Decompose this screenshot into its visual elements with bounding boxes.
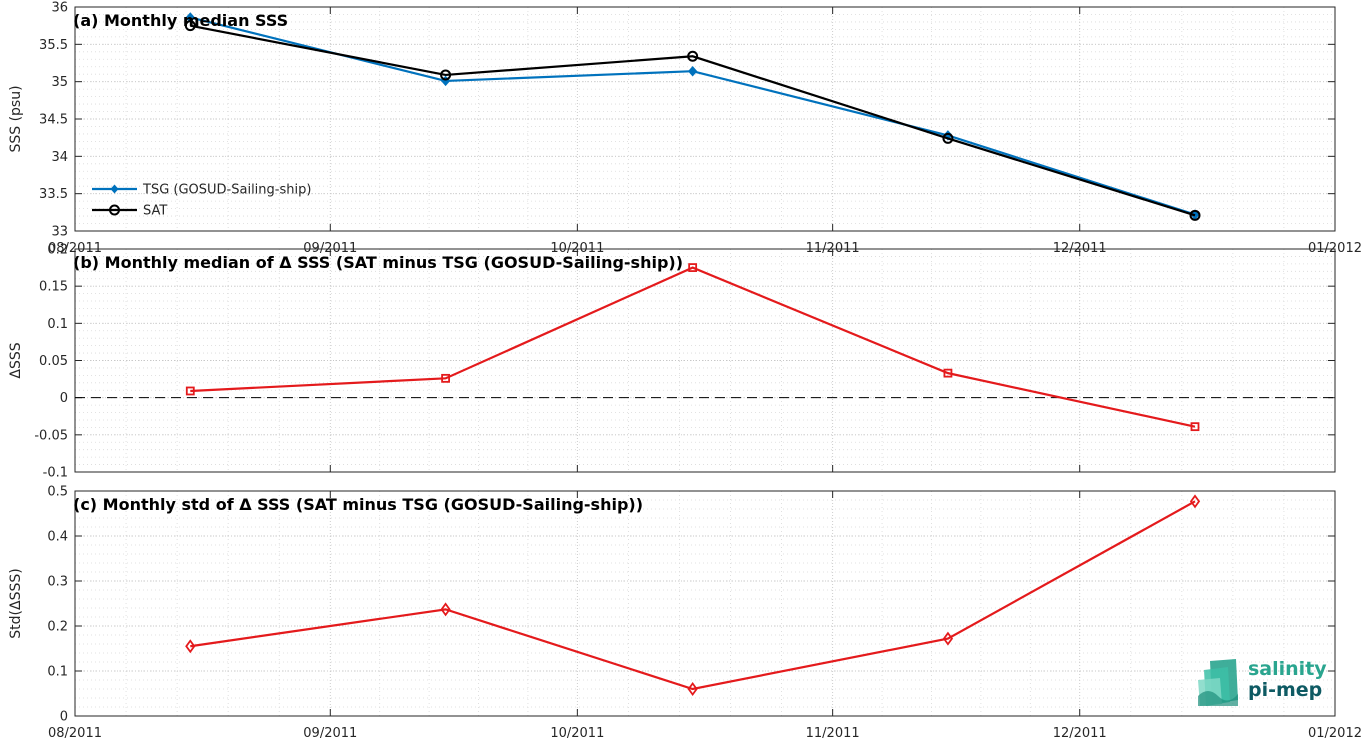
y-tick-label: 0.15	[39, 280, 68, 295]
series-line-1	[190, 500, 1196, 691]
legend-marker	[110, 184, 119, 194]
y-tick-label: 34.5	[39, 113, 68, 128]
y-axis-label: ΔSSS	[8, 342, 24, 378]
y-axis-label: Std(ΔSSS)	[8, 568, 24, 638]
grid	[74, 248, 1336, 473]
panel-title: (c) Monthly std of Δ SSS (SAT minus TSG …	[73, 495, 643, 514]
y-tick-label: 0	[60, 391, 68, 406]
panel-3: 0 0.1 0.2 0.3 0.4 0.5 08/2011 09/2011 10/2011 11/…	[8, 485, 1362, 741]
data-point	[185, 639, 196, 654]
data-point	[688, 263, 698, 272]
panel-title: (a) Monthly median SSS	[73, 11, 288, 30]
y-tick-label: 35.5	[39, 38, 68, 53]
y-tick-label: 0.2	[47, 243, 68, 258]
logo: salinity pi-mep	[1198, 658, 1327, 706]
y-tick-label: 0.1	[47, 665, 68, 680]
data-point	[942, 631, 954, 646]
y-tick-label: 36	[51, 1, 68, 16]
y-tick-label: 0.5	[47, 485, 68, 500]
x-tick-label: 09/2011	[303, 726, 357, 741]
data-point	[1190, 422, 1200, 432]
x-tick-label: 10/2011	[550, 726, 604, 741]
grid	[74, 490, 1336, 717]
panel-1: 3333.53434.53535.53608/201109/201110/201…	[8, 1, 1362, 257]
legend-label: TSG (GOSUD-Sailing-ship)	[142, 183, 311, 198]
x-tick-label: 12/2011	[1053, 726, 1107, 741]
y-tick-label: 34	[51, 150, 68, 165]
data-point	[184, 20, 196, 32]
data-point	[943, 368, 953, 378]
panel-title: (b) Monthly median of Δ SSS (SAT minus T…	[73, 253, 683, 272]
logo-line-2: pi-mep	[1248, 679, 1322, 701]
legend-label: SAT	[143, 204, 167, 219]
data-point	[1189, 494, 1201, 509]
y-tick-label: 0.2	[47, 620, 68, 635]
x-tick-label: 01/2012	[1308, 726, 1362, 741]
y-axis-label: SSS (psu)	[8, 85, 24, 152]
y-tick-label: -0.1	[43, 466, 68, 481]
series-line-2	[190, 24, 1196, 217]
legend: TSG (GOSUD-Sailing-ship) SAT	[92, 183, 311, 219]
data-point	[185, 386, 195, 396]
wave-blocks-icon	[1198, 659, 1238, 706]
x-tick-label: 08/2011	[48, 726, 102, 741]
y-tick-label: 0	[60, 710, 68, 725]
data-point	[440, 69, 452, 81]
data-point	[1189, 209, 1201, 221]
data-point	[441, 373, 450, 383]
x-tick-label: 11/2011	[806, 726, 860, 741]
y-tick-label: 33	[51, 225, 68, 240]
data-point	[440, 602, 451, 617]
data-point	[687, 65, 698, 77]
y-tick-label: 0.3	[47, 575, 68, 590]
y-tick-label: 0.05	[39, 354, 68, 369]
data-point	[942, 132, 954, 144]
y-tick-label: 33.5	[39, 187, 68, 202]
logo-line-1: salinity	[1248, 658, 1327, 680]
y-tick-label: -0.05	[34, 428, 68, 443]
legend-marker	[109, 204, 120, 216]
series-line-1	[190, 16, 1196, 216]
axes-box	[74, 490, 1336, 717]
series-line-1	[190, 266, 1196, 428]
y-tick-label: 0.4	[47, 530, 68, 545]
panel-2: -0.1 -0.05 0 0.05 0.1 0.15 0.2 ΔSSS (b) Monthly …	[8, 243, 1336, 481]
y-tick-label: 35	[51, 75, 68, 90]
data-point	[687, 681, 698, 697]
data-point	[687, 50, 699, 62]
y-tick-label: 0.1	[47, 317, 68, 332]
